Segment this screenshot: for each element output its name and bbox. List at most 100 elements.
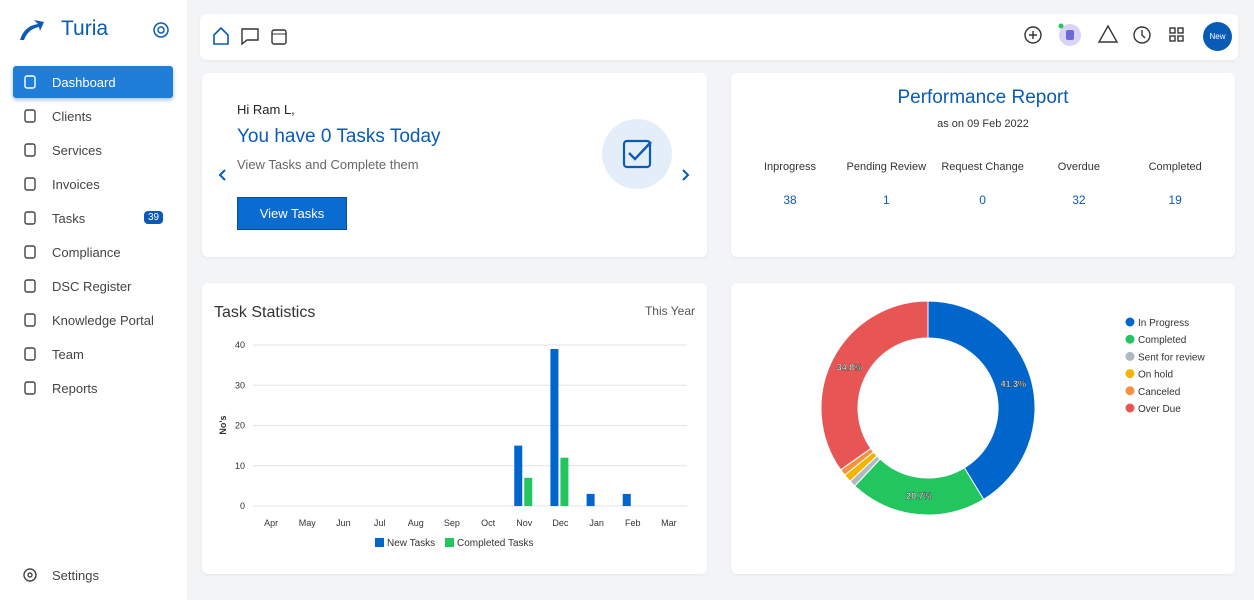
performance-label: Overdue bbox=[1057, 161, 1100, 173]
nav-label: Reports bbox=[52, 380, 98, 396]
legend-label: Completed bbox=[1138, 335, 1186, 346]
nav-badge: 39 bbox=[144, 211, 164, 224]
nav-item[interactable]: Compliance bbox=[13, 236, 173, 268]
headline: You have 0 Tasks Today bbox=[237, 126, 441, 147]
tasks-card: Hi Ram L, You have 0 Tasks Today View Ta… bbox=[202, 73, 707, 257]
legend-swatch bbox=[375, 538, 384, 547]
legend-label: Canceled bbox=[1138, 387, 1180, 398]
icon bbox=[24, 245, 36, 259]
legend-swatch bbox=[1125, 334, 1135, 344]
icon bbox=[24, 313, 36, 327]
settings-link[interactable]: Settings bbox=[13, 559, 173, 591]
legend-label: New Tasks bbox=[387, 538, 435, 549]
legend-label: Over Due bbox=[1138, 404, 1181, 415]
y-tick-label: 30 bbox=[235, 380, 245, 390]
status-card: 41.3% 20.7% 34.8% In Progress Completed Sent … bbox=[731, 283, 1235, 574]
icon bbox=[24, 177, 36, 191]
nav-item[interactable]: Invoices bbox=[13, 168, 173, 200]
x-tick-label: Apr bbox=[264, 518, 278, 528]
settings-label: Settings bbox=[52, 567, 99, 583]
nav-label: Clients bbox=[52, 108, 92, 124]
icon-shape bbox=[24, 381, 36, 395]
legend-label: Sent for review bbox=[1138, 352, 1205, 363]
nav-item[interactable]: Team bbox=[13, 338, 173, 370]
icon-shape bbox=[24, 347, 36, 361]
performance-value: 32 bbox=[1072, 193, 1086, 207]
y-axis-label: No's bbox=[218, 415, 228, 434]
nav-label: DSC Register bbox=[52, 278, 132, 294]
icon-shape bbox=[24, 177, 36, 191]
performance-label: Inprogress bbox=[764, 161, 816, 173]
nav-label: Tasks bbox=[52, 210, 86, 226]
performance-card: Performance Report as on 09 Feb 2022 Inp… bbox=[731, 73, 1235, 257]
bar bbox=[560, 457, 569, 506]
performance-label: Completed bbox=[1148, 161, 1202, 173]
x-tick-label: Aug bbox=[408, 518, 424, 528]
donut-chart: 41.3% 20.7% 34.8% In Progress Completed Sent … bbox=[820, 300, 1205, 516]
bar bbox=[524, 477, 533, 506]
view-tasks-button[interactable]: View Tasks bbox=[237, 197, 347, 230]
icon bbox=[24, 347, 36, 361]
performance-value: 0 bbox=[979, 193, 986, 207]
x-tick-label: Feb bbox=[625, 518, 641, 528]
icon-shape bbox=[24, 211, 36, 225]
nav-item[interactable]: Reports bbox=[13, 372, 173, 404]
nav-item[interactable]: Services bbox=[13, 134, 173, 166]
nav-item[interactable]: DSC Register bbox=[13, 270, 173, 302]
bar bbox=[514, 445, 523, 506]
icon bbox=[24, 75, 36, 89]
nav-label: Invoices bbox=[52, 176, 100, 192]
performance-value: 1 bbox=[882, 193, 890, 207]
icon-shape bbox=[24, 75, 36, 89]
top-bar: New bbox=[200, 14, 1238, 60]
nav-label: Team bbox=[52, 346, 84, 362]
bar bbox=[550, 349, 559, 506]
y-tick-label: 0 bbox=[240, 501, 245, 511]
nav-item[interactable]: Knowledge Portal bbox=[13, 304, 173, 336]
greeting: Hi Ram L, bbox=[237, 102, 295, 117]
y-tick-label: 10 bbox=[235, 461, 245, 471]
x-tick-label: Oct bbox=[481, 518, 496, 528]
quick-icons[interactable] bbox=[212, 26, 292, 46]
donut-slice bbox=[927, 300, 1036, 501]
nav-item[interactable]: Tasks 39 bbox=[13, 202, 173, 234]
icon bbox=[23, 568, 37, 582]
bar-chart: Task Statistics This Year No's 0 10 20 30 40 Apr… bbox=[214, 304, 695, 549]
data-label: 34.8% bbox=[837, 362, 863, 372]
nav-label: Knowledge Portal bbox=[52, 312, 154, 328]
performance-value: 19 bbox=[1168, 193, 1182, 207]
performance-label: Request Change bbox=[941, 161, 1024, 173]
legend-label: On hold bbox=[1138, 370, 1173, 381]
tool-icons[interactable] bbox=[1024, 23, 1194, 51]
performance-label: Pending Review bbox=[846, 161, 927, 173]
next-arrow[interactable] bbox=[680, 167, 692, 183]
donut-slice bbox=[820, 300, 929, 471]
y-tick-label: 20 bbox=[235, 421, 245, 431]
collapse-button[interactable] bbox=[153, 22, 169, 38]
x-tick-label: Jun bbox=[336, 518, 351, 528]
sidebar: Turia Dashboard Clients Services Invoices Ta… bbox=[0, 0, 187, 600]
performance-subtitle: as on 09 Feb 2022 bbox=[937, 118, 1029, 130]
legend-swatch bbox=[445, 538, 454, 547]
icon-shape bbox=[24, 279, 36, 293]
legend-swatch bbox=[1125, 369, 1135, 379]
x-tick-label: Jul bbox=[374, 518, 386, 528]
nav-item[interactable]: Clients bbox=[13, 100, 173, 132]
data-label: 41.3% bbox=[1000, 379, 1026, 389]
nav-label: Dashboard bbox=[52, 74, 116, 90]
avatar[interactable]: New bbox=[1203, 22, 1232, 51]
task-statistics-card: Task Statistics This Year No's 0 10 20 30 40 Apr… bbox=[202, 283, 707, 574]
legend-label: In Progress bbox=[1138, 318, 1189, 329]
x-tick-label: Mar bbox=[661, 518, 677, 528]
icon-shape bbox=[24, 245, 36, 259]
legend-swatch bbox=[1125, 351, 1135, 361]
period-label: This Year bbox=[645, 304, 695, 318]
legend-label: Completed Tasks bbox=[457, 538, 534, 549]
icon-shape bbox=[24, 143, 36, 157]
x-tick-label: May bbox=[299, 518, 317, 528]
bar bbox=[622, 493, 631, 506]
bar bbox=[586, 493, 595, 506]
nav-label: Services bbox=[52, 142, 102, 158]
nav-item[interactable]: Dashboard bbox=[13, 66, 173, 98]
prev-arrow[interactable] bbox=[216, 167, 228, 183]
